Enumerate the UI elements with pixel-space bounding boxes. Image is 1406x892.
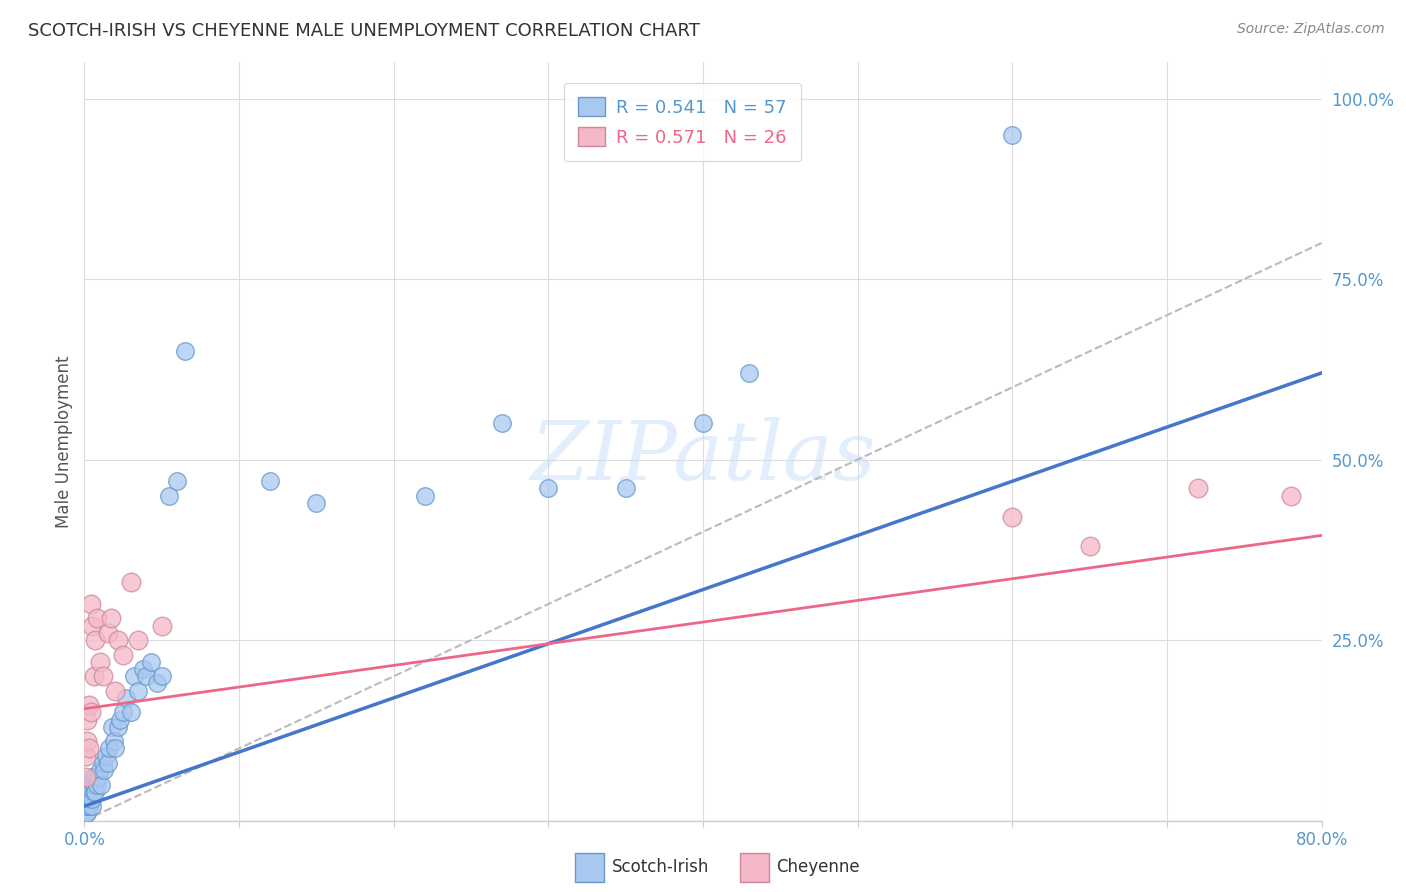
- Point: [76, 734, 98, 748]
- Point: [1279, 489, 1302, 503]
- Point: [104, 683, 127, 698]
- Point: [692, 417, 714, 431]
- Point: [103, 734, 125, 748]
- Point: [127, 633, 149, 648]
- Point: [83, 778, 105, 792]
- Point: [1001, 128, 1024, 142]
- Point: [104, 741, 127, 756]
- Point: [135, 669, 157, 683]
- Point: [76, 806, 98, 821]
- Point: [93, 763, 115, 777]
- Point: [84, 770, 107, 784]
- Point: [174, 344, 197, 359]
- Bar: [575, 854, 605, 881]
- Point: [83, 669, 105, 683]
- Point: [75, 806, 97, 821]
- Point: [108, 713, 131, 727]
- Point: [150, 669, 173, 683]
- Point: [127, 683, 149, 698]
- Legend: R = 0.541   N = 57, R = 0.571   N = 26: R = 0.541 N = 57, R = 0.571 N = 26: [564, 83, 801, 161]
- Point: [79, 785, 101, 799]
- Point: [75, 792, 97, 806]
- Point: [77, 792, 100, 806]
- Point: [100, 611, 122, 625]
- Point: [107, 720, 129, 734]
- Point: [159, 489, 180, 503]
- Point: [115, 690, 138, 705]
- Point: [86, 611, 108, 625]
- Point: [84, 633, 107, 648]
- Point: [112, 648, 135, 662]
- Point: [89, 655, 111, 669]
- Point: [84, 785, 107, 799]
- Point: [120, 706, 142, 720]
- Point: [82, 618, 104, 632]
- Point: [98, 741, 121, 756]
- Point: [96, 626, 118, 640]
- Point: [139, 655, 162, 669]
- Point: [120, 575, 142, 590]
- Point: [1078, 539, 1101, 553]
- Point: [75, 785, 97, 799]
- Point: [91, 756, 114, 770]
- Point: [77, 799, 100, 814]
- Point: [146, 676, 169, 690]
- Point: [150, 618, 173, 632]
- Point: [75, 770, 97, 784]
- Point: [491, 417, 513, 431]
- Point: [614, 482, 637, 496]
- Text: Cheyenne: Cheyenne: [776, 858, 859, 877]
- Point: [76, 785, 98, 799]
- Point: [94, 748, 117, 763]
- Y-axis label: Male Unemployment: Male Unemployment: [55, 355, 73, 528]
- Point: [107, 633, 129, 648]
- Point: [112, 706, 135, 720]
- Text: Source: ZipAtlas.com: Source: ZipAtlas.com: [1237, 22, 1385, 37]
- Point: [1001, 510, 1024, 524]
- Point: [75, 799, 97, 814]
- Point: [90, 778, 112, 792]
- Point: [305, 496, 328, 510]
- Point: [1187, 482, 1209, 496]
- Point: [86, 778, 108, 792]
- Point: [537, 482, 560, 496]
- Point: [101, 720, 124, 734]
- Text: SCOTCH-IRISH VS CHEYENNE MALE UNEMPLOYMENT CORRELATION CHART: SCOTCH-IRISH VS CHEYENNE MALE UNEMPLOYME…: [28, 22, 700, 40]
- Point: [79, 597, 101, 611]
- Point: [83, 785, 105, 799]
- Point: [738, 366, 761, 380]
- Text: ZIPatlas: ZIPatlas: [530, 417, 876, 497]
- Point: [82, 792, 104, 806]
- Point: [413, 489, 436, 503]
- Text: Scotch-Irish: Scotch-Irish: [612, 858, 709, 877]
- Point: [76, 778, 98, 792]
- Point: [82, 799, 104, 814]
- Point: [89, 763, 111, 777]
- Point: [166, 475, 188, 489]
- Bar: [740, 854, 769, 881]
- Point: [79, 706, 101, 720]
- Point: [259, 475, 281, 489]
- Point: [76, 799, 98, 814]
- Point: [122, 669, 145, 683]
- Point: [77, 741, 100, 756]
- Point: [79, 792, 101, 806]
- Point: [76, 713, 98, 727]
- Point: [75, 748, 97, 763]
- Point: [82, 770, 104, 784]
- Point: [91, 669, 114, 683]
- Point: [87, 770, 110, 784]
- Point: [76, 792, 98, 806]
- Point: [132, 662, 155, 676]
- Point: [77, 698, 100, 712]
- Point: [96, 756, 118, 770]
- Point: [77, 778, 100, 792]
